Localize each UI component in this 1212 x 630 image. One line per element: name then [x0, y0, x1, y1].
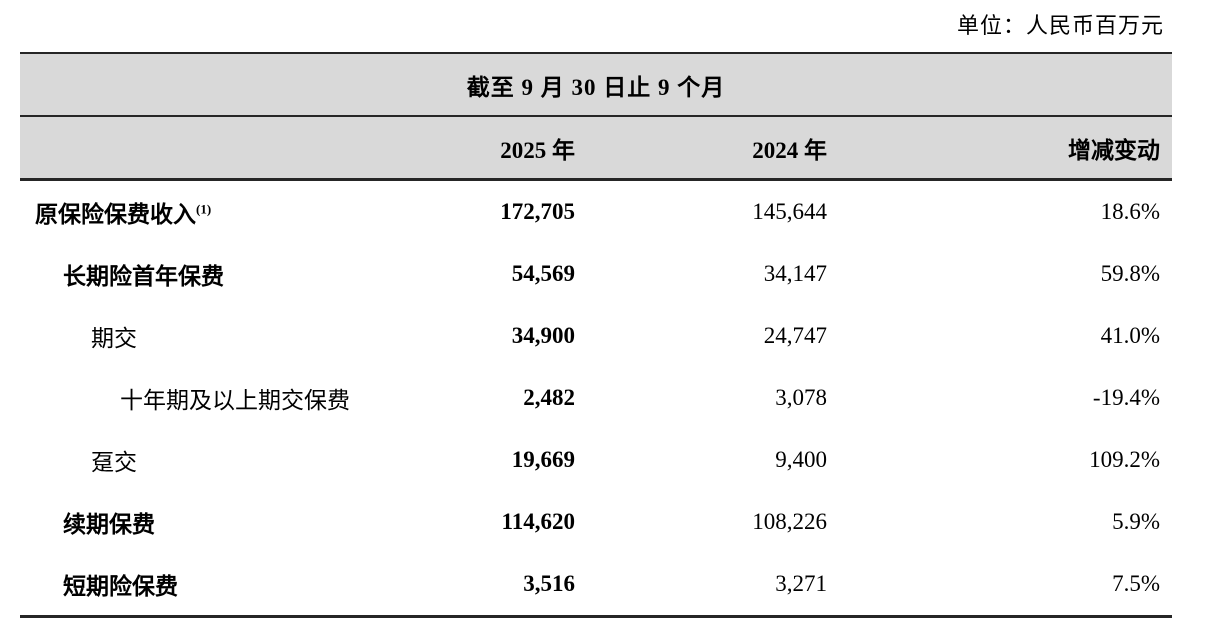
table-row: 长期险首年保费 54,569 34,147 59.8% [20, 243, 1172, 305]
value-2024: 34,147 [763, 261, 827, 286]
value-2025: 2,482 [523, 385, 575, 410]
column-header-change: 增减变动 [1068, 137, 1160, 163]
value-2025: 19,669 [511, 447, 575, 472]
value-2024: 9,400 [775, 447, 827, 472]
row-label: 期交 [91, 326, 137, 351]
value-change: 7.5% [1112, 571, 1160, 596]
table-row: 趸交 19,669 9,400 109.2% [20, 429, 1172, 491]
value-change: 41.0% [1100, 323, 1160, 348]
table-title: 截至 9 月 30 日止 9 个月 [466, 74, 726, 100]
value-change: 109.2% [1089, 447, 1160, 472]
value-change: 18.6% [1100, 199, 1160, 224]
value-2024: 108,226 [752, 509, 827, 534]
table-title-band: 截至 9 月 30 日止 9 个月 [20, 54, 1172, 117]
column-header-2025: 2025 年 [500, 137, 575, 163]
value-2024: 145,644 [752, 199, 827, 224]
row-label-text: 原保险保费收入 [35, 202, 196, 227]
table-body: 原保险保费收入(1) 172,705 145,644 18.6% 长期险首年保费… [20, 181, 1172, 618]
value-2025: 54,569 [511, 261, 575, 286]
row-label: 原保险保费收入(1) [20, 195, 375, 229]
table-row: 原保险保费收入(1) 172,705 145,644 18.6% [20, 181, 1172, 243]
row-label: 长期险首年保费 [63, 264, 224, 289]
table-header-row: 2025 年 2024 年 增减变动 [20, 117, 1172, 181]
value-2025: 34,900 [511, 323, 575, 348]
value-2025: 172,705 [500, 199, 575, 224]
row-label: 续期保费 [63, 512, 155, 537]
value-change: 5.9% [1112, 509, 1160, 534]
value-2025: 114,620 [501, 509, 575, 534]
unit-label: 单位：人民币百万元 [956, 13, 1164, 38]
footnote-marker: (1) [196, 201, 212, 217]
row-label: 趸交 [91, 450, 137, 475]
value-2024: 3,271 [775, 571, 827, 596]
table-row: 期交 34,900 24,747 41.0% [20, 305, 1172, 367]
row-label: 短期险保费 [63, 574, 178, 599]
column-header-2024: 2024 年 [752, 137, 827, 163]
table-row: 短期险保费 3,516 3,271 7.5% [20, 553, 1172, 615]
value-change: -19.4% [1092, 385, 1160, 410]
value-2024: 24,747 [763, 323, 827, 348]
premium-income-table: 截至 9 月 30 日止 9 个月 2025 年 2024 年 增减变动 原保险… [20, 52, 1172, 618]
value-2024: 3,078 [775, 385, 827, 410]
table-row: 续期保费 114,620 108,226 5.9% [20, 491, 1172, 553]
value-change: 59.8% [1100, 261, 1160, 286]
value-2025: 3,516 [523, 571, 575, 596]
table-row: 十年期及以上期交保费 2,482 3,078 -19.4% [20, 367, 1172, 429]
row-label: 十年期及以上期交保费 [120, 388, 350, 413]
